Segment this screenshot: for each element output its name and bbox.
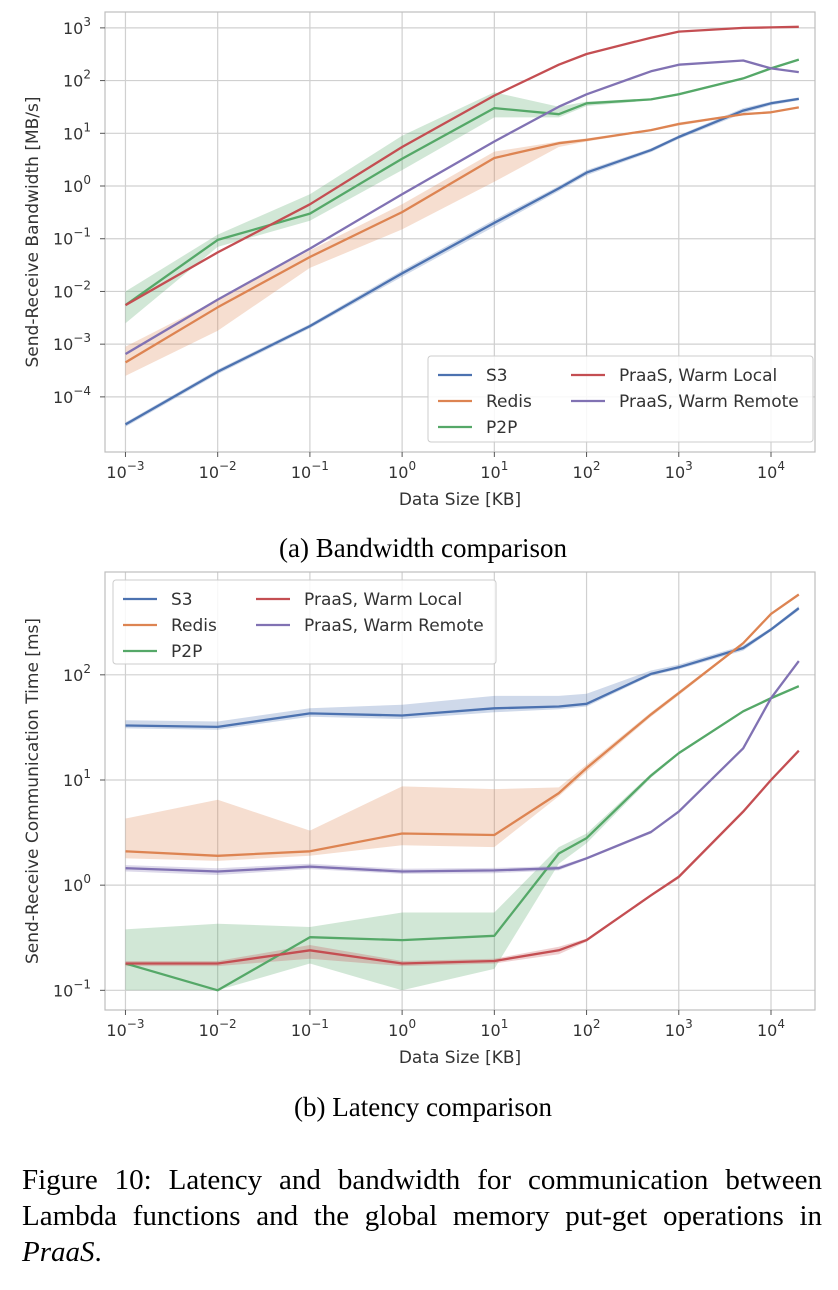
x-tick-label: 10−3 bbox=[106, 1017, 144, 1040]
legend-box bbox=[112, 579, 497, 665]
band-s3 bbox=[125, 606, 799, 730]
y-axis-label: Send-Receive Bandwidth [MB/s] bbox=[23, 97, 43, 368]
y-tick-label: 100 bbox=[63, 872, 91, 895]
figure-caption: Figure 10: Latency and bandwidth for com… bbox=[22, 1162, 822, 1270]
band-p2p bbox=[125, 58, 799, 324]
x-tick-label: 103 bbox=[665, 459, 693, 482]
line-s3 bbox=[124, 97, 799, 426]
legend: S3 Redis P2P PraaS, Warm Local PraaS, Warm R… bbox=[112, 579, 497, 665]
line-praas-warm-local bbox=[124, 25, 799, 307]
y-tick-label: 10−1 bbox=[53, 226, 91, 249]
legend-label-s3: S3 bbox=[171, 590, 193, 610]
x-tick-label: 100 bbox=[388, 1017, 416, 1040]
y-tick-label: 100 bbox=[63, 173, 91, 196]
line-praas-warm-local bbox=[125, 749, 800, 965]
x-tick-label: 104 bbox=[757, 459, 785, 482]
x-tick-label: 10−2 bbox=[199, 459, 237, 482]
line-praas-warm-remote bbox=[124, 59, 799, 355]
y-tick-label: 101 bbox=[63, 120, 91, 143]
figure-caption-end: . bbox=[94, 1236, 102, 1268]
plot-frame bbox=[104, 571, 816, 1011]
x-tick-label: 101 bbox=[480, 459, 508, 482]
x-tick-label: 10−3 bbox=[106, 459, 144, 482]
legend-box bbox=[427, 355, 814, 443]
line-s3 bbox=[125, 607, 800, 729]
x-axis-label: Data Size [KB] bbox=[399, 1048, 521, 1068]
band-p2p bbox=[125, 685, 799, 991]
figure-caption-text: Figure 10: Latency and bandwidth for com… bbox=[22, 1164, 822, 1232]
line-redis bbox=[124, 106, 799, 364]
line-praas-warm-remote bbox=[125, 660, 800, 873]
line-redis bbox=[125, 593, 800, 857]
y-tick-label: 103 bbox=[63, 15, 91, 38]
x-tick-label: 104 bbox=[757, 1017, 785, 1040]
legend-label-praas-warm-remote: PraaS, Warm Remote bbox=[304, 616, 484, 636]
legend-label-praas-warm-local: PraaS, Warm Local bbox=[304, 590, 462, 610]
y-tick-label: 10−1 bbox=[53, 977, 91, 1000]
y-axis-label: Send-Receive Communication Time [ms] bbox=[23, 618, 43, 964]
figure-caption-emphasis: PraaS bbox=[22, 1236, 95, 1268]
y-tick-label: 101 bbox=[63, 767, 91, 790]
x-tick-label: 102 bbox=[573, 1017, 601, 1040]
y-tick-label: 10−2 bbox=[53, 278, 91, 301]
latency-subcaption: (b) Latency comparison bbox=[294, 1092, 552, 1122]
legend-label-p2p: P2P bbox=[486, 418, 517, 438]
x-tick-label: 102 bbox=[573, 459, 601, 482]
legend-label-redis: Redis bbox=[486, 392, 532, 412]
x-tick-label: 103 bbox=[665, 1017, 693, 1040]
legend-label-praas-warm-local: PraaS, Warm Local bbox=[619, 366, 777, 386]
y-tick-label: 102 bbox=[63, 68, 91, 91]
bandwidth-subcaption: (a) Bandwidth comparison bbox=[279, 533, 567, 563]
legend-label-redis: Redis bbox=[171, 616, 217, 636]
legend: S3 Redis P2P PraaS, Warm Local PraaS, Warm R… bbox=[427, 355, 814, 443]
x-tick-label: 10−2 bbox=[199, 1017, 237, 1040]
legend-label-praas-warm-remote: PraaS, Warm Remote bbox=[619, 392, 799, 412]
x-tick-label: 10−1 bbox=[291, 459, 329, 482]
bandwidth-chart: 10−3 10−2 10−1 100 101 102 103 104 10−4 10−3 10−2 1… bbox=[23, 11, 816, 510]
line-p2p bbox=[124, 58, 800, 307]
y-tick-label: 102 bbox=[63, 662, 91, 685]
line-p2p bbox=[125, 685, 800, 992]
figure: 10−3 10−2 10−1 100 101 102 103 10410−410−310−21… bbox=[23, 11, 816, 1122]
legend-label-p2p: P2P bbox=[171, 642, 202, 662]
y-tick-label: 10−3 bbox=[53, 331, 91, 354]
band-redis bbox=[125, 593, 799, 861]
x-tick-label: 10−1 bbox=[291, 1017, 329, 1040]
x-tick-label: 100 bbox=[388, 459, 416, 482]
x-axis-label: Data Size [KB] bbox=[399, 490, 521, 510]
latency-chart: 10−3 10−2 10−1 100 101 102 103 104 10−1 100 101 102… bbox=[23, 571, 816, 1068]
plot-frame bbox=[104, 11, 816, 453]
x-tick-label: 101 bbox=[480, 1017, 508, 1040]
legend-label-s3: S3 bbox=[486, 366, 508, 386]
y-tick-label: 10−4 bbox=[53, 384, 91, 407]
